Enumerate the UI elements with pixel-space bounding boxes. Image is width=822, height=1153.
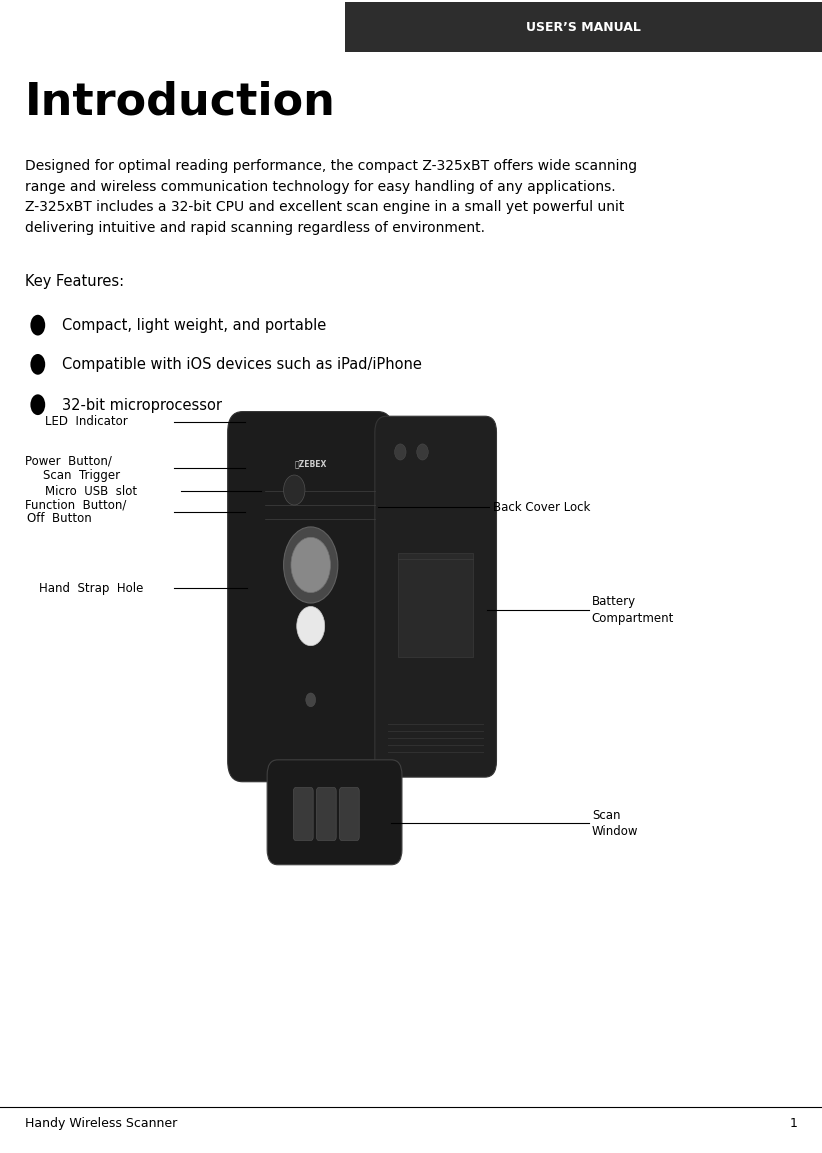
Text: Battery: Battery xyxy=(592,595,636,609)
Circle shape xyxy=(297,606,325,646)
Circle shape xyxy=(291,537,330,593)
Text: ⓈZEBEX: ⓈZEBEX xyxy=(294,459,327,468)
Circle shape xyxy=(30,394,45,415)
Circle shape xyxy=(284,475,305,505)
Text: 1: 1 xyxy=(789,1116,797,1130)
FancyBboxPatch shape xyxy=(267,760,402,865)
Text: USER’S MANUAL: USER’S MANUAL xyxy=(526,21,641,33)
Text: 32-bit microprocessor: 32-bit microprocessor xyxy=(62,398,222,413)
Text: Scan  Trigger: Scan Trigger xyxy=(43,468,120,482)
Text: Compartment: Compartment xyxy=(592,611,674,625)
Bar xyxy=(345,2,822,52)
Text: Power  Button/: Power Button/ xyxy=(25,454,112,468)
Text: Function  Button/: Function Button/ xyxy=(25,498,126,512)
Circle shape xyxy=(306,693,316,707)
Text: Micro  USB  slot: Micro USB slot xyxy=(45,484,137,498)
Circle shape xyxy=(417,444,428,460)
Text: Designed for optimal reading performance, the compact Z-325xBT offers wide scann: Designed for optimal reading performance… xyxy=(25,159,637,235)
FancyBboxPatch shape xyxy=(228,412,393,782)
Text: Window: Window xyxy=(592,824,639,838)
Text: Hand  Strap  Hole: Hand Strap Hole xyxy=(39,581,143,595)
Circle shape xyxy=(284,527,338,603)
Text: Off  Button: Off Button xyxy=(27,512,92,526)
Text: LED  Indicator: LED Indicator xyxy=(45,415,128,429)
Circle shape xyxy=(395,444,406,460)
Bar xyxy=(398,553,473,657)
Circle shape xyxy=(30,315,45,336)
FancyBboxPatch shape xyxy=(316,787,336,841)
FancyBboxPatch shape xyxy=(252,454,385,540)
Circle shape xyxy=(30,354,45,375)
FancyBboxPatch shape xyxy=(339,787,359,841)
Text: Compatible with iOS devices such as iPad/iPhone: Compatible with iOS devices such as iPad… xyxy=(62,357,422,372)
Text: Compact, light weight, and portable: Compact, light weight, and portable xyxy=(62,318,326,333)
Text: Handy Wireless Scanner: Handy Wireless Scanner xyxy=(25,1116,177,1130)
Text: Back Cover Lock: Back Cover Lock xyxy=(493,500,590,514)
FancyBboxPatch shape xyxy=(375,416,496,777)
FancyBboxPatch shape xyxy=(293,787,313,841)
Text: Introduction: Introduction xyxy=(25,81,335,123)
Text: Scan: Scan xyxy=(592,808,621,822)
Text: Key Features:: Key Features: xyxy=(25,274,124,289)
